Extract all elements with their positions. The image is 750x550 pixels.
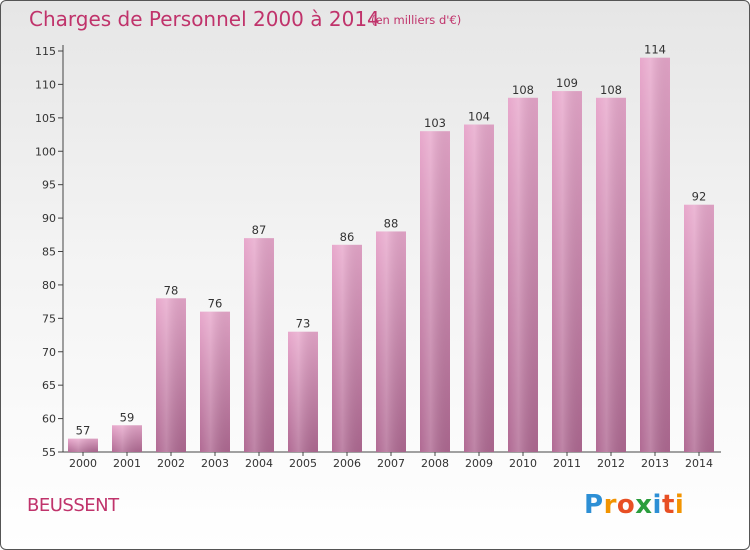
data-label: 88 bbox=[384, 216, 399, 230]
x-tick-label: 2014 bbox=[685, 457, 713, 470]
logo-letter: x bbox=[635, 490, 653, 520]
x-tick-label: 2007 bbox=[377, 457, 405, 470]
data-label: 59 bbox=[120, 410, 135, 424]
y-tick-label: 115 bbox=[35, 45, 56, 58]
proxiti-logo[interactable]: Proxiti bbox=[584, 490, 684, 520]
y-tick-label: 100 bbox=[35, 145, 56, 158]
y-tick-label: 105 bbox=[35, 112, 56, 125]
data-label: 109 bbox=[556, 76, 578, 90]
bar-shine-2000 bbox=[68, 438, 98, 452]
chart-subtitle: (en milliers d'€) bbox=[371, 13, 462, 27]
bar-shine-2013 bbox=[640, 57, 670, 452]
x-tick-label: 2004 bbox=[245, 457, 273, 470]
data-label: 86 bbox=[340, 230, 355, 244]
bar-shine-2005 bbox=[288, 331, 318, 452]
x-tick-label: 2000 bbox=[69, 457, 97, 470]
x-axis: 2000 2001 2002 2003 2004 2005 2006 2007 2008 2009… bbox=[63, 451, 721, 470]
y-tick-label: 80 bbox=[42, 279, 56, 292]
bar-shine-2007 bbox=[376, 231, 406, 452]
x-tick-label: 2009 bbox=[465, 457, 493, 470]
y-axis: 55 60 65 70 75 80 85 90 95 100 105 110 115 bbox=[35, 45, 64, 459]
y-tick-label: 70 bbox=[42, 346, 56, 359]
x-tick-label: 2001 bbox=[113, 457, 141, 470]
y-tick-label: 75 bbox=[42, 312, 56, 325]
bar-shine-2003 bbox=[200, 311, 230, 452]
logo-letter: P bbox=[584, 490, 604, 520]
data-label: 87 bbox=[252, 223, 267, 237]
data-label: 76 bbox=[208, 297, 223, 311]
bar-shine-2001 bbox=[112, 425, 142, 452]
y-tick-label: 65 bbox=[42, 379, 56, 392]
bar-shine-2009 bbox=[464, 124, 494, 453]
commune-name: BEUSSENT bbox=[27, 495, 119, 516]
x-tick-label: 2011 bbox=[553, 457, 581, 470]
data-label: 57 bbox=[76, 424, 91, 438]
bar-shine-2008 bbox=[420, 131, 450, 452]
data-label: 114 bbox=[644, 43, 666, 57]
bar-shine-2011 bbox=[552, 91, 582, 452]
x-tick-label: 2006 bbox=[333, 457, 361, 470]
y-tick-label: 110 bbox=[35, 78, 56, 91]
bar-shine-2002 bbox=[156, 298, 186, 452]
y-tick-label: 90 bbox=[42, 212, 56, 225]
data-label: 92 bbox=[692, 190, 707, 204]
x-tick-label: 2010 bbox=[509, 457, 537, 470]
x-tick-label: 2003 bbox=[201, 457, 229, 470]
logo-letter: i bbox=[652, 490, 662, 520]
bar-shine-2006 bbox=[332, 244, 362, 452]
y-tick-label: 55 bbox=[42, 446, 56, 459]
y-tick-label: 60 bbox=[42, 413, 56, 426]
logo-letter: i bbox=[674, 490, 685, 520]
data-label: 108 bbox=[512, 83, 534, 97]
logo-letter: r bbox=[603, 490, 617, 520]
data-labels: 57 59 78 76 87 73 86 88 103 104 108 109 108 114 92 bbox=[76, 43, 707, 438]
x-tick-label: 2013 bbox=[641, 457, 669, 470]
x-tick-label: 2005 bbox=[289, 457, 317, 470]
bars bbox=[68, 57, 714, 453]
bar-shine-2012 bbox=[596, 97, 626, 453]
x-tick-label: 2012 bbox=[597, 457, 625, 470]
x-tick-label: 2002 bbox=[157, 457, 185, 470]
y-tick-label: 85 bbox=[42, 246, 56, 259]
data-label: 103 bbox=[424, 116, 446, 130]
logo-letter: t bbox=[661, 490, 675, 520]
x-tick-label: 2008 bbox=[421, 457, 449, 470]
data-label: 108 bbox=[600, 83, 622, 97]
chart-title: Charges de Personnel 2000 à 2014 bbox=[29, 7, 380, 31]
logo-letter: o bbox=[616, 490, 636, 520]
data-label: 73 bbox=[296, 317, 311, 331]
data-label: 104 bbox=[468, 110, 490, 124]
bar-shine-2004 bbox=[244, 238, 274, 452]
bar-shine-2010 bbox=[508, 97, 538, 453]
y-tick-label: 95 bbox=[42, 179, 56, 192]
data-label: 78 bbox=[164, 283, 179, 297]
bar-shine-2014 bbox=[684, 204, 714, 452]
